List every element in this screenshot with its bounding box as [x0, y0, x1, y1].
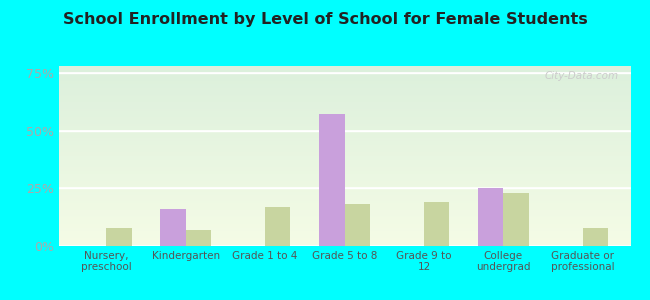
Bar	[106, 227, 131, 246]
Text: City-Data.com: City-Data.com	[545, 71, 619, 81]
Bar	[186, 230, 211, 246]
Bar	[424, 202, 449, 246]
Bar	[265, 207, 291, 246]
Bar	[478, 188, 503, 246]
Bar	[319, 115, 344, 246]
Text: School Enrollment by Level of School for Female Students: School Enrollment by Level of School for…	[62, 12, 588, 27]
Bar	[160, 209, 186, 246]
Bar	[344, 205, 370, 246]
Bar	[503, 193, 529, 246]
Bar	[583, 227, 608, 246]
